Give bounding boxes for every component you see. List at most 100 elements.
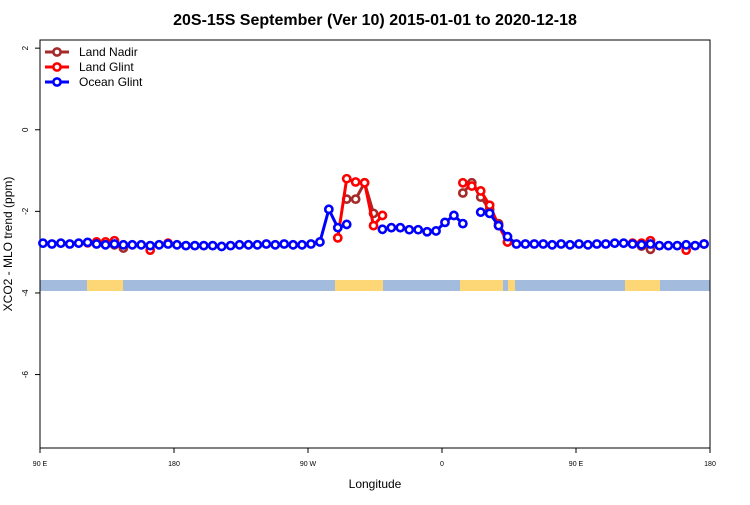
data-point (350, 194, 361, 205)
data-point (64, 239, 75, 249)
y-tick-label: 2 (21, 45, 30, 50)
data-point (323, 204, 334, 215)
data-point (368, 220, 379, 231)
data-point (618, 238, 629, 249)
data-point (332, 232, 343, 243)
data-point (359, 177, 370, 188)
data-point (47, 239, 57, 249)
land-mask (40, 280, 710, 291)
data-point (377, 210, 388, 221)
legend-marker (52, 77, 62, 87)
x-tick-label: 90 E (33, 461, 48, 468)
data-point (627, 239, 638, 249)
data-point (198, 240, 209, 251)
data-point (547, 239, 558, 250)
land-band (87, 280, 123, 291)
land-band (508, 280, 515, 291)
x-tick-label: 0 (440, 461, 444, 468)
data-point (234, 239, 245, 250)
x-axis-label: Longitude (349, 477, 402, 491)
data-point (243, 239, 254, 250)
legend-label: Ocean Glint (79, 75, 143, 89)
data-point (306, 239, 316, 249)
legend-marker (52, 47, 62, 57)
legend-label: Land Nadir (79, 45, 138, 59)
x-tick-label: 90 W (300, 461, 317, 468)
data-point (609, 238, 620, 249)
data-point (699, 239, 709, 249)
y-axis-label: XCO2 - MLO trend (ppm) (1, 177, 15, 312)
data-point (270, 239, 281, 250)
data-point (538, 239, 549, 249)
data-point (475, 207, 486, 218)
x-tick-label: 90 E (569, 461, 584, 468)
data-point (457, 218, 468, 229)
data-point (288, 239, 299, 250)
data-point (457, 177, 468, 188)
y-tick-label: 0 (21, 127, 30, 132)
data-point (38, 238, 48, 249)
data-point (315, 237, 325, 247)
data-point (109, 239, 120, 249)
land-band (625, 280, 660, 291)
data-point (207, 240, 218, 251)
data-point (556, 239, 567, 249)
data-point (127, 239, 138, 250)
data-point (574, 239, 584, 249)
data-point (145, 240, 156, 251)
data-point (583, 239, 593, 250)
data-point (216, 241, 227, 252)
data-point (172, 239, 182, 250)
legend-label: Land Glint (79, 60, 134, 74)
data-point (261, 239, 272, 249)
y-tick-label: -6 (21, 370, 30, 378)
y-tick-label: -2 (21, 207, 30, 215)
data-point (404, 224, 415, 235)
data-point (100, 239, 111, 250)
data-point (386, 222, 397, 233)
data-point (431, 226, 441, 236)
data-point (395, 222, 406, 233)
data-point (449, 210, 459, 221)
data-point (466, 181, 477, 191)
x-tick-label: 180 (704, 461, 716, 468)
data-point (645, 239, 656, 249)
land-band (335, 280, 383, 291)
data-point (154, 239, 165, 250)
data-point (73, 238, 84, 249)
data-point (189, 240, 200, 251)
data-point (91, 239, 102, 249)
data-point (350, 177, 361, 187)
data-point (663, 240, 674, 251)
data-point (297, 239, 307, 250)
data-point (565, 239, 575, 250)
data-point (493, 220, 504, 231)
data-point (591, 239, 602, 249)
data-point (475, 186, 486, 196)
data-point (413, 224, 424, 235)
data-point (681, 239, 692, 250)
data-point (225, 240, 236, 251)
data-point (181, 240, 191, 251)
data-point (136, 239, 147, 250)
legend-marker (52, 62, 62, 72)
chart-title: 20S-15S September (Ver 10) 2015-01-01 to… (173, 12, 577, 29)
data-point (341, 219, 352, 230)
data-point (600, 239, 611, 249)
data-point (654, 240, 665, 251)
data-point (484, 200, 495, 211)
data-point (55, 238, 66, 249)
data-point (690, 240, 701, 251)
land-band (460, 280, 503, 291)
data-point (529, 239, 540, 249)
data-point (163, 239, 173, 249)
data-point (377, 224, 388, 235)
y-tick-label: -4 (21, 289, 30, 297)
data-point (457, 188, 468, 198)
x-tick-label: 180 (168, 461, 180, 468)
data-point (332, 222, 343, 233)
data-point (341, 173, 352, 184)
data-point (279, 239, 290, 249)
data-point (422, 226, 433, 237)
